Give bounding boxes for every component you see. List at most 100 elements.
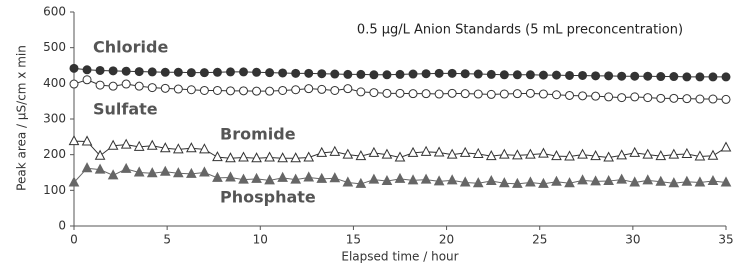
point	[330, 69, 340, 79]
point	[355, 177, 367, 188]
point	[682, 72, 692, 82]
point	[720, 176, 732, 187]
point	[630, 92, 640, 102]
point	[173, 67, 183, 77]
point	[538, 177, 549, 188]
y-tick-label: 400	[43, 76, 66, 90]
point	[421, 69, 431, 79]
point	[669, 72, 679, 82]
point	[565, 70, 575, 80]
point	[147, 83, 157, 93]
point	[81, 135, 93, 146]
point	[720, 141, 732, 152]
point	[694, 176, 706, 187]
point	[433, 146, 445, 157]
y-tick-label: 200	[43, 147, 66, 161]
point	[447, 68, 457, 78]
point	[355, 150, 367, 161]
series-label: Phosphate	[220, 188, 316, 207]
point	[525, 88, 535, 98]
point	[290, 152, 302, 163]
point	[656, 93, 666, 103]
point	[199, 143, 210, 154]
point	[120, 162, 132, 173]
point	[330, 85, 340, 95]
point	[538, 70, 548, 80]
point	[290, 173, 302, 184]
point	[134, 67, 144, 77]
point	[485, 174, 497, 186]
y-tick-label: 500	[43, 40, 66, 54]
point	[239, 86, 249, 96]
point	[472, 177, 484, 188]
point	[617, 93, 627, 103]
x-tick-label: 30	[625, 233, 640, 247]
point	[395, 88, 405, 98]
point	[94, 163, 106, 174]
point	[69, 63, 79, 73]
point	[369, 88, 379, 98]
point	[578, 91, 588, 101]
point	[564, 177, 575, 188]
point	[485, 150, 497, 161]
y-axis-label: Peak area / µS/cm x min	[15, 45, 29, 191]
point	[434, 89, 444, 99]
point	[107, 169, 119, 180]
point	[512, 89, 522, 99]
point	[134, 81, 144, 91]
point	[695, 72, 705, 82]
point	[447, 88, 457, 98]
point	[368, 146, 380, 157]
point	[459, 146, 471, 157]
point	[172, 167, 184, 178]
point	[681, 147, 693, 158]
point	[721, 72, 731, 82]
series-label: Sulfate	[93, 100, 158, 119]
point	[642, 148, 654, 159]
point	[616, 149, 628, 160]
point	[186, 167, 197, 178]
point	[265, 86, 275, 96]
point	[642, 174, 654, 185]
point	[707, 174, 719, 186]
point	[252, 86, 262, 96]
point	[317, 84, 327, 94]
point	[551, 90, 561, 100]
point	[708, 72, 718, 82]
point	[472, 147, 484, 158]
point	[238, 151, 249, 162]
point	[655, 150, 667, 161]
series-label: Bromide	[220, 125, 296, 144]
x-tick-label: 5	[163, 233, 171, 247]
point	[617, 71, 627, 81]
point	[264, 151, 275, 162]
point	[342, 176, 354, 187]
point	[159, 165, 171, 176]
point	[186, 68, 196, 78]
point	[643, 93, 653, 103]
point	[407, 146, 419, 157]
point	[186, 142, 197, 153]
point	[108, 66, 118, 76]
point	[382, 70, 392, 80]
point	[643, 71, 653, 81]
x-tick-label: 20	[439, 233, 454, 247]
point	[264, 174, 275, 185]
point	[603, 174, 614, 186]
point	[577, 174, 588, 185]
point	[329, 172, 341, 183]
point	[368, 173, 380, 184]
point	[342, 148, 354, 159]
point	[512, 177, 523, 188]
point	[408, 89, 418, 99]
point	[381, 148, 393, 159]
point	[446, 174, 458, 185]
point	[525, 70, 535, 80]
point	[538, 147, 549, 158]
point	[707, 149, 719, 160]
point	[251, 152, 262, 163]
x-tick-label: 25	[532, 233, 547, 247]
point	[498, 148, 510, 159]
point	[225, 152, 236, 163]
point	[382, 88, 392, 98]
